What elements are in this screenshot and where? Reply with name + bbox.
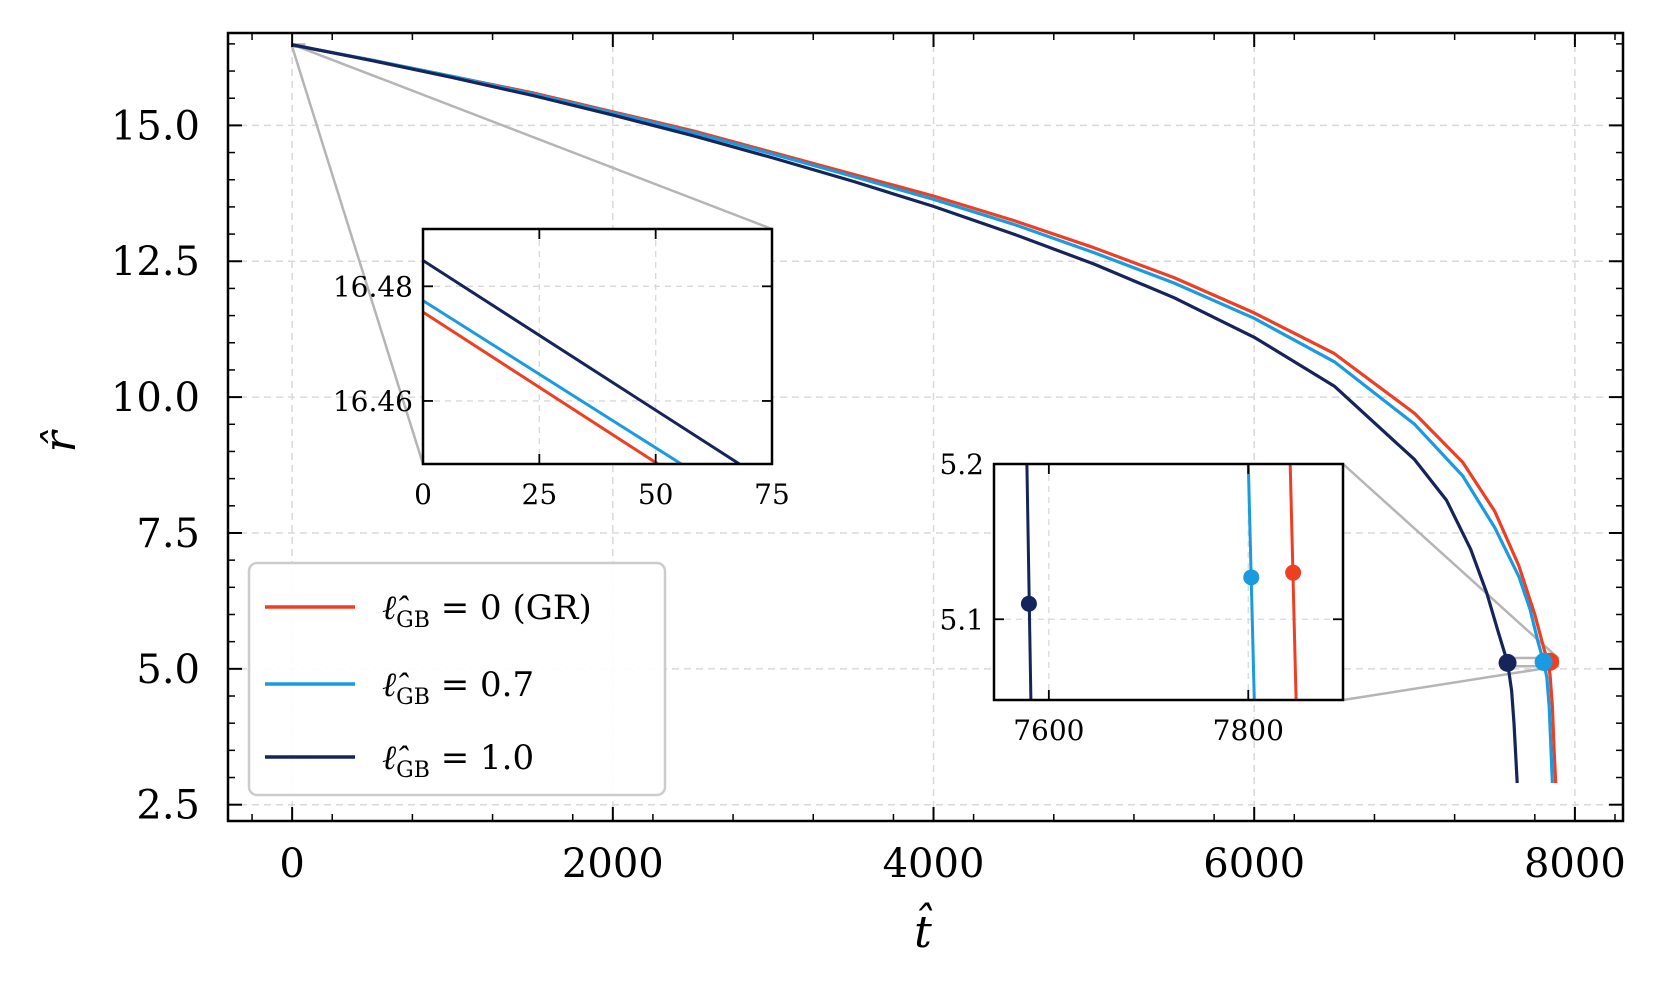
main-markers: [1498, 652, 1560, 672]
inset-bottom-marker-2: [1285, 564, 1302, 581]
inset-bottom-line-0: [1025, 464, 1033, 700]
y-tick-label: 15.0: [111, 103, 200, 149]
inset-bottom-line-2: [1288, 464, 1298, 700]
inset-bottom-connector-0: [1342, 463, 1559, 659]
series-line-2: [291, 43, 1519, 784]
main-plot-frame: [226, 31, 1625, 823]
y-tick-label: 10.0: [111, 375, 200, 421]
legend-box: [247, 561, 667, 797]
y-tick-label: 12.5: [111, 239, 200, 285]
y-tick-label: 7.5: [136, 511, 200, 557]
inset-bottom-marker-1: [1243, 569, 1260, 586]
inset-top-y-tick-label: 16.46: [333, 385, 413, 418]
x-tick-label: 8000: [1524, 841, 1626, 887]
x-tick-label: 2000: [562, 841, 664, 887]
x-tick-label: 6000: [1203, 841, 1305, 887]
y-tick-label: 2.5: [136, 783, 200, 829]
inset-top-x-tick-label: 75: [754, 478, 790, 511]
inset-top-frame: [421, 227, 774, 466]
inset-top-x-tick-label: 50: [638, 478, 674, 511]
x-tick-label: 4000: [883, 841, 985, 887]
inset-bottom-frame: [992, 462, 1345, 702]
main-tick-labels: 0 2000 4000 6000 8000 2.5 5.0 7.5 10.0 12.5 15.0: [111, 103, 1626, 887]
inset-top-connector-1: [290, 46, 425, 465]
series-marker-2: [1498, 653, 1517, 672]
inset-bottom-connector-1: [1342, 664, 1559, 702]
inset-top: 0 25 50 75 16.46 16.48: [333, 227, 790, 511]
inset-top-connector-0: [291, 43, 773, 231]
inset-top-y-tick-label: 16.48: [333, 270, 413, 303]
legend: ℓ̂GB = 0 (GR) ℓ̂GB = 0.7 ℓ̂GB = 1.0: [247, 561, 667, 797]
legend-label-0-7: ℓ̂GB = 0.7: [382, 665, 534, 710]
x-tick-label: 0: [279, 841, 304, 887]
legend-entry-0-7: ℓ̂GB = 0.7: [265, 665, 534, 710]
x-axis-label: t̂: [914, 900, 932, 958]
inset-bottom: 7600 7800 5.1 5.2: [939, 448, 1345, 747]
legend-entry-gr: ℓ̂GB = 0 (GR): [265, 588, 592, 633]
y-axis-label: r̂: [35, 429, 86, 453]
inset-top-x-tick-label: 25: [522, 478, 558, 511]
inset-top-line-2: [423, 259, 741, 464]
inset-top-x-tick-label: 0: [414, 478, 432, 511]
legend-label-gr: ℓ̂GB = 0 (GR): [382, 588, 592, 633]
inset-bottom-y-tick-label: 5.2: [939, 448, 984, 481]
inset-bottom-x-tick-label: 7600: [1013, 714, 1084, 747]
inset-bottom-x-tick-label: 7800: [1213, 714, 1284, 747]
inset-bottom-y-tick-label: 5.1: [939, 603, 984, 636]
inset-bottom-background: [994, 464, 1343, 700]
y-tick-label: 5.0: [136, 647, 200, 693]
inset-top-line-0: [423, 310, 659, 464]
inset-top-line-1: [423, 299, 683, 464]
inset-bottom-marker-0: [1020, 595, 1037, 612]
series-marker-1: [1534, 652, 1553, 671]
